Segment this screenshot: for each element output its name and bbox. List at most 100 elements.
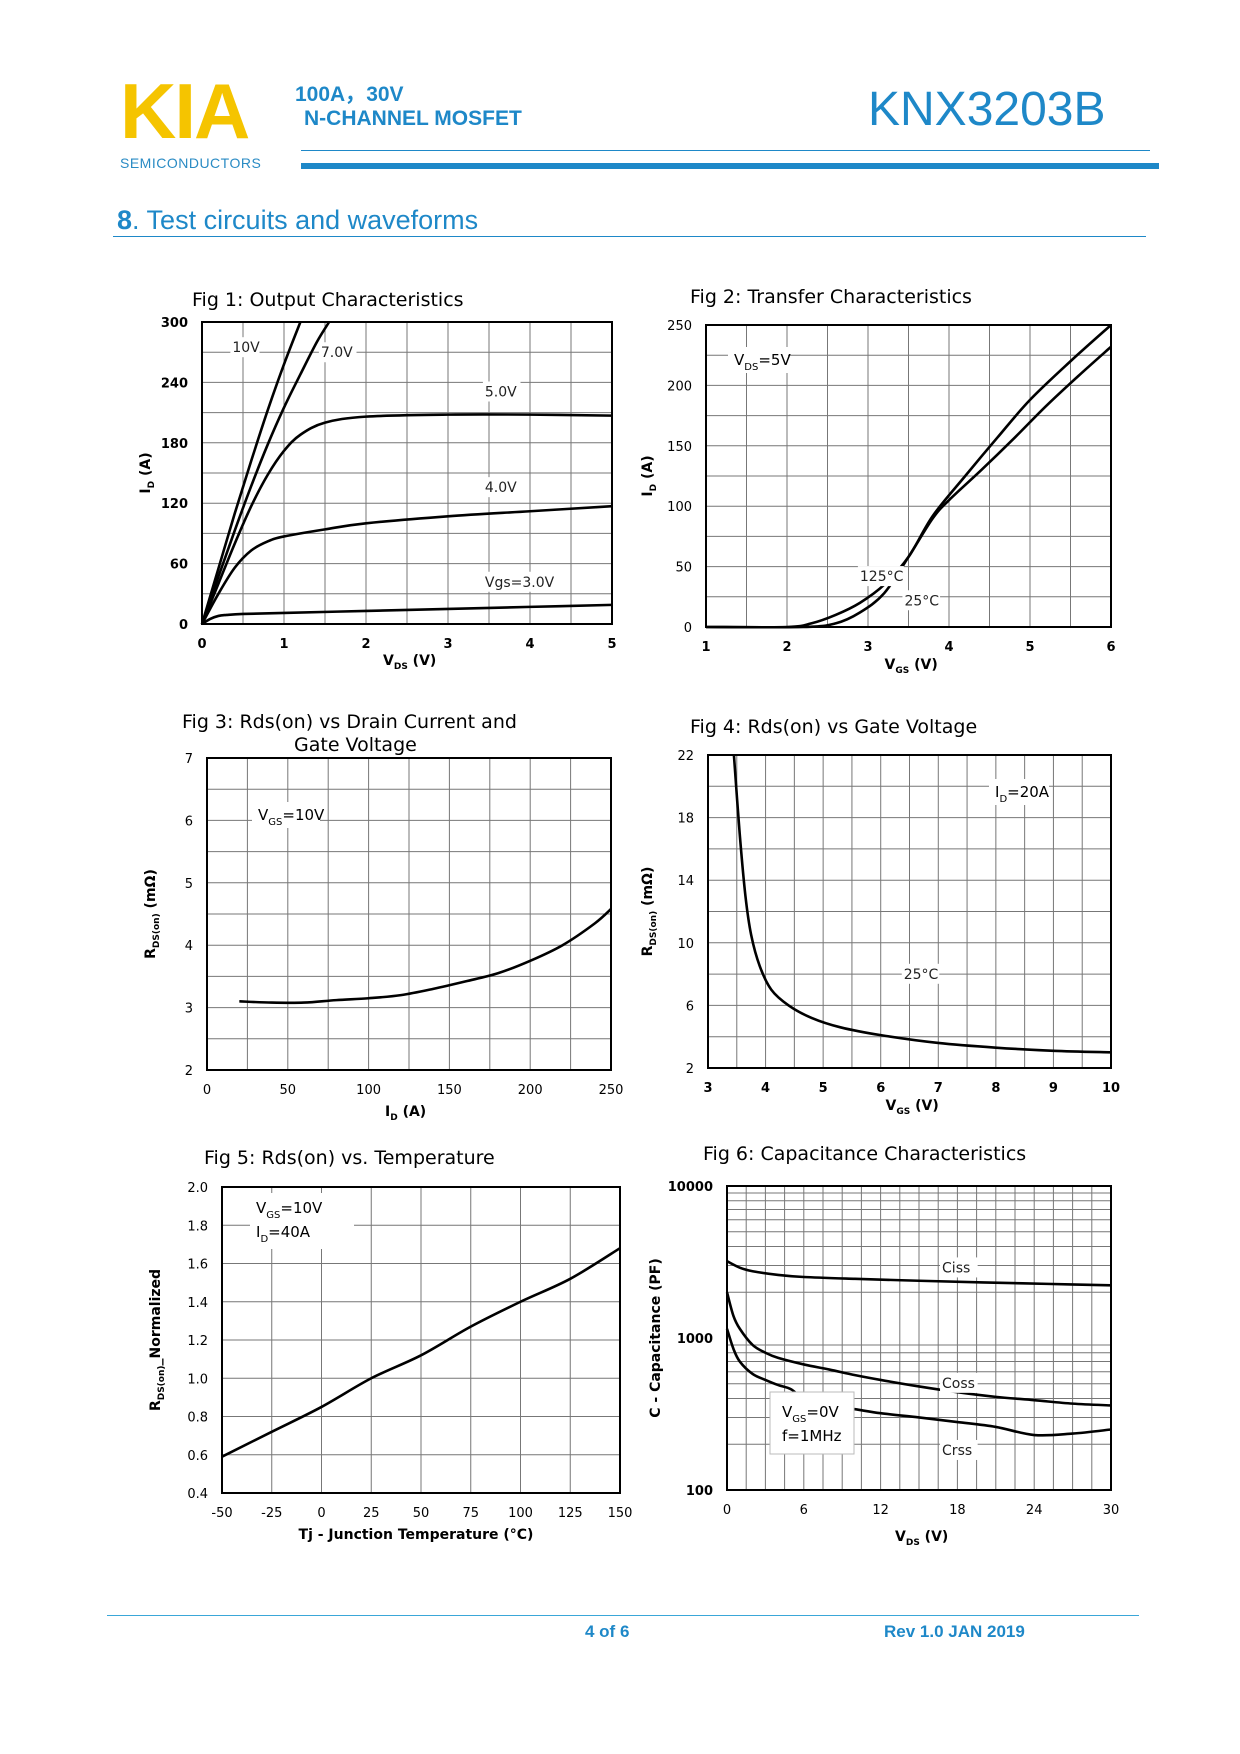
fig2-annotation: VDS=5V bbox=[734, 351, 791, 373]
fig2-x-tick-label: 6 bbox=[1106, 640, 1115, 655]
fig5-y-tick-label: 0.6 bbox=[187, 1449, 208, 1464]
fig6-curve-label: Crss bbox=[942, 1443, 972, 1459]
fig2-x-tick-label: 4 bbox=[944, 640, 953, 655]
fig4-y-axis-label: RDS(on) (mΩ) bbox=[640, 867, 659, 957]
fig2-plot-frame bbox=[705, 324, 1112, 628]
fig6-annotation-line2: f=1MHz bbox=[782, 1427, 842, 1445]
fig5-x-tick-label: -25 bbox=[261, 1506, 282, 1521]
fig2-x-axis-label: VGS (V) bbox=[885, 657, 938, 676]
fig3-x-tick-label: 250 bbox=[599, 1083, 624, 1098]
fig1-curve-label: 10V bbox=[232, 340, 260, 356]
fig4-y-axis-label-text: RDS(on) (mΩ) bbox=[640, 867, 659, 957]
fig3-y-tick-label: 7 bbox=[185, 752, 193, 767]
fig5-plot-frame bbox=[221, 1186, 621, 1494]
fig6-y-axis-label-text: C - Capacitance (PF) bbox=[648, 1258, 664, 1418]
fig5-x-tick-label: -50 bbox=[211, 1506, 232, 1521]
fig4-x-tick-label: 5 bbox=[819, 1081, 828, 1096]
fig3-y-axis-label-text: RDS(on) (mΩ) bbox=[143, 869, 162, 959]
header-divider-thick bbox=[301, 163, 1159, 169]
fig6-x-tick-label: 24 bbox=[1026, 1503, 1043, 1518]
fig3-title-line2: Gate Voltage bbox=[294, 734, 417, 756]
fig5-x-tick-label: 50 bbox=[413, 1506, 430, 1521]
fig3-y-axis-label: RDS(on) (mΩ) bbox=[143, 869, 162, 959]
fig5-y-tick-label: 1.2 bbox=[187, 1334, 208, 1349]
fig2-y-axis-label: ID (A) bbox=[640, 455, 659, 496]
device-type-subtitle: N-CHANNEL MOSFET bbox=[304, 107, 522, 130]
header-divider-thin bbox=[301, 150, 1150, 151]
fig1-x-tick-label: 4 bbox=[525, 637, 534, 652]
footer-divider bbox=[107, 1615, 1139, 1616]
fig1-series-vgs-3-0v bbox=[201, 603, 613, 626]
fig2-y-tick-label: 200 bbox=[667, 379, 692, 394]
section-title: . Test circuits and waveforms bbox=[132, 205, 479, 235]
fig6-label-bg bbox=[940, 1439, 978, 1460]
fig2-curve-label: 25°C bbox=[904, 593, 939, 609]
fig4-x-tick-label: 3 bbox=[703, 1081, 712, 1096]
fig1-y-axis-label: ID (A) bbox=[138, 452, 157, 493]
fig4-x-tick-label: 10 bbox=[1102, 1081, 1120, 1096]
fig4-title: Fig 4: Rds(on) vs Gate Voltage bbox=[690, 716, 977, 738]
fig1-curve-label: 5.0V bbox=[485, 384, 517, 400]
fig5-y-tick-label: 1.4 bbox=[187, 1296, 208, 1311]
fig2-curve-label: 125°C bbox=[860, 569, 904, 585]
fig3-x-tick-label: 50 bbox=[280, 1083, 297, 1098]
fig3-x-tick-label: 150 bbox=[437, 1083, 462, 1098]
fig1-chart: Fig 1: Output Characteristics 0 1 2 3 4 5 0 60 12… bbox=[138, 289, 617, 672]
fig5-x-axis-label: Tj - Junction Temperature (°C) bbox=[299, 1527, 534, 1543]
fig5-x-tick-label: 125 bbox=[558, 1506, 583, 1521]
fig1-label-bg bbox=[482, 381, 521, 402]
fig3-x-axis-label: ID (A) bbox=[385, 1104, 426, 1123]
fig3-y-tick-label: 4 bbox=[185, 939, 193, 954]
fig1-y-axis-label-text: ID (A) bbox=[138, 452, 157, 493]
fig1-x-tick-label: 0 bbox=[197, 637, 206, 652]
fig6-annotation-box bbox=[769, 1391, 855, 1455]
fig5-chart: Fig 5: Rds(on) vs. Temperature -50 -25 0 25 5… bbox=[148, 1147, 632, 1543]
fig1-y-tick-label: 60 bbox=[170, 558, 188, 573]
fig6-y-tick-label: 10000 bbox=[668, 1180, 713, 1195]
fig3-x-tick-label: 200 bbox=[518, 1083, 543, 1098]
fig1-y-tick-label: 240 bbox=[161, 376, 188, 391]
fig6-plot-frame bbox=[726, 1185, 1112, 1491]
rating-subtitle: 100A，30V bbox=[295, 83, 404, 106]
fig6-x-tick-label: 30 bbox=[1103, 1503, 1120, 1518]
fig5-annotation-bg bbox=[250, 1193, 354, 1249]
fig6-x-tick-label: 18 bbox=[949, 1503, 966, 1518]
fig5-series-vgs-10v-id-40a bbox=[221, 1247, 621, 1458]
fig6-y-tick-label: 100 bbox=[686, 1484, 713, 1499]
fig4-y-tick-label: 18 bbox=[677, 812, 694, 827]
fig2-x-tick-label: 3 bbox=[863, 640, 872, 655]
fig6-x-axis-label: VDS (V) bbox=[895, 1529, 948, 1548]
fig1-series-4-0v bbox=[200, 504, 613, 625]
fig6-label-bg bbox=[940, 1372, 978, 1393]
logo-subtitle: SEMICONDUCTORS bbox=[120, 155, 262, 171]
fig3-annotation: VGS=10V bbox=[258, 806, 325, 828]
fig4-x-axis-label: VGS (V) bbox=[886, 1098, 939, 1117]
fig1-label-bg bbox=[482, 571, 555, 592]
fig1-x-tick-label: 2 bbox=[361, 637, 370, 652]
fig4-label-bg bbox=[901, 963, 940, 984]
fig1-series-5-0v bbox=[200, 413, 613, 625]
fig3-y-tick-label: 2 bbox=[185, 1064, 193, 1079]
fig4-y-tick-label: 14 bbox=[677, 874, 694, 889]
fig6-y-axis-label: C - Capacitance (PF) bbox=[648, 1258, 664, 1418]
fig5-x-tick-label: 100 bbox=[508, 1506, 533, 1521]
fig2-chart: Fig 2: Transfer Characteristics 1 2 3 4 5 6 0 50… bbox=[640, 286, 1116, 676]
company-logo: KIA bbox=[120, 67, 250, 155]
fig5-x-tick-label: 25 bbox=[363, 1506, 380, 1521]
fig2-title: Fig 2: Transfer Characteristics bbox=[690, 286, 972, 308]
fig1-series-7-0v bbox=[200, 321, 331, 625]
fig1-title: Fig 1: Output Characteristics bbox=[192, 289, 464, 311]
fig6-series-ciss bbox=[726, 1260, 1112, 1287]
fig3-chart: Fig 3: Rds(on) vs Drain Current andGate … bbox=[143, 711, 623, 1123]
fig6-series-coss bbox=[725, 1291, 1112, 1407]
fig5-title: Fig 5: Rds(on) vs. Temperature bbox=[204, 1147, 495, 1169]
revision-info: Rev 1.0 JAN 2019 bbox=[884, 1622, 1025, 1641]
fig2-y-axis-label-text: ID (A) bbox=[640, 455, 659, 496]
fig3-title: Fig 3: Rds(on) vs Drain Current and bbox=[182, 711, 517, 733]
fig4-annotation: ID=20A bbox=[995, 783, 1050, 805]
fig3-series-vgs-10v bbox=[239, 908, 612, 1005]
fig5-y-tick-label: 1.0 bbox=[187, 1372, 208, 1387]
fig1-label-bg bbox=[482, 477, 521, 498]
fig1-y-tick-label: 180 bbox=[161, 437, 188, 452]
